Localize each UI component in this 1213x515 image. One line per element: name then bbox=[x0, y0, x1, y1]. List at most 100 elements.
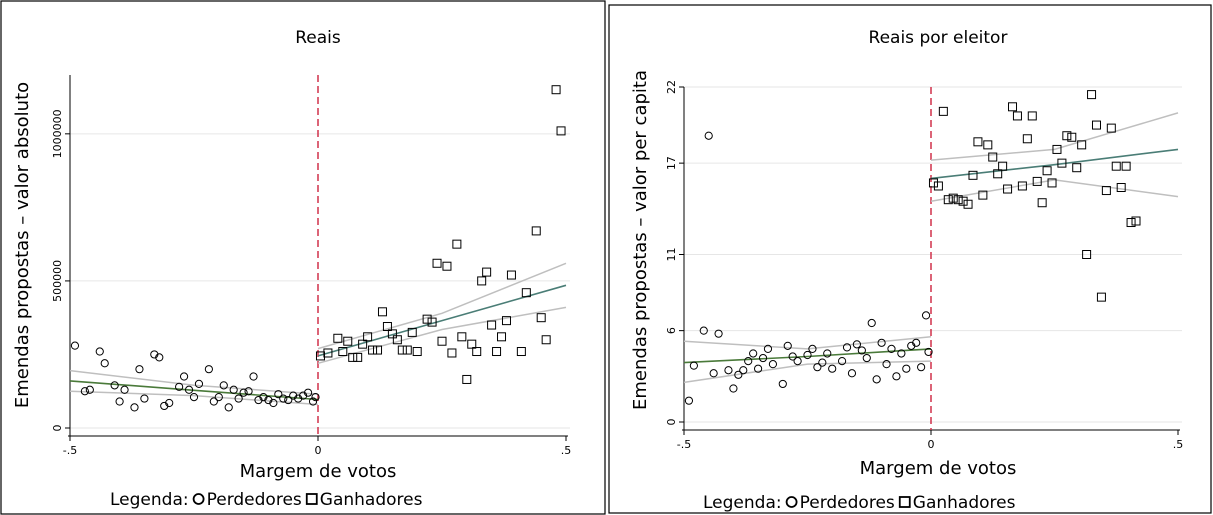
data-point-square bbox=[521, 288, 531, 298]
data-point-square bbox=[536, 313, 546, 323]
data-point-circle bbox=[130, 403, 139, 412]
data-point-square bbox=[1012, 111, 1022, 121]
data-point-circle bbox=[912, 338, 921, 347]
data-point-circle bbox=[224, 403, 233, 412]
data-point-circle bbox=[110, 381, 119, 390]
data-point-circle bbox=[828, 364, 837, 373]
data-point-square bbox=[315, 351, 325, 361]
y-tick-label: 0 bbox=[665, 419, 678, 426]
legend-square-marker bbox=[305, 493, 318, 505]
data-point-circle bbox=[229, 385, 238, 394]
data-point-square bbox=[501, 316, 511, 326]
data-point-circle bbox=[763, 344, 773, 354]
data-point-circle bbox=[85, 385, 94, 394]
y-tick-label: 6 bbox=[665, 327, 678, 334]
data-point-square bbox=[422, 314, 432, 324]
legend-circle-marker bbox=[785, 496, 798, 508]
data-point-circle bbox=[872, 375, 881, 384]
data-point-circle bbox=[921, 311, 931, 320]
data-point-circle bbox=[249, 372, 258, 381]
data-point-square bbox=[323, 348, 333, 358]
y-tick-label: 1000000 bbox=[51, 109, 64, 158]
data-point-circle bbox=[917, 363, 926, 372]
y-tick-label: 22 bbox=[665, 80, 678, 94]
data-point-square bbox=[382, 322, 392, 332]
data-point-circle bbox=[219, 381, 228, 390]
data-point-square bbox=[412, 347, 422, 357]
chart-title: Reais por eleitor bbox=[869, 28, 1008, 48]
data-point-square bbox=[363, 332, 373, 342]
legend-item-ganhadores: Ganhadores bbox=[913, 493, 1016, 513]
y-axis-title: Emendas propostas – valor per capita bbox=[630, 70, 651, 410]
data-point-square bbox=[978, 190, 988, 200]
data-point-square bbox=[983, 140, 993, 150]
data-point-square bbox=[928, 178, 938, 188]
data-point-square bbox=[968, 170, 978, 180]
legend-square-marker bbox=[898, 496, 911, 508]
data-point-square bbox=[1096, 292, 1106, 302]
ci-upper-line bbox=[930, 112, 1179, 161]
data-point-square bbox=[973, 137, 983, 147]
data-point-square bbox=[467, 339, 477, 349]
fit-line bbox=[683, 348, 932, 364]
data-point-square bbox=[988, 152, 998, 162]
data-point-circle bbox=[803, 350, 812, 360]
data-point-circle bbox=[852, 340, 861, 349]
data-point-circle bbox=[877, 338, 886, 347]
data-point-circle bbox=[239, 388, 248, 397]
data-point-square bbox=[1106, 123, 1116, 133]
data-point-circle bbox=[155, 353, 164, 362]
data-point-circle bbox=[788, 352, 797, 361]
y-tick-label: 0 bbox=[51, 425, 64, 432]
data-point-circle bbox=[95, 347, 104, 356]
data-point-square bbox=[452, 239, 462, 249]
data-point-square bbox=[1082, 250, 1092, 259]
data-point-square bbox=[477, 276, 487, 286]
data-point-circle bbox=[311, 393, 320, 402]
data-point-circle bbox=[279, 394, 288, 403]
data-point-circle bbox=[808, 344, 817, 354]
data-point-circle bbox=[689, 361, 698, 370]
data-point-square bbox=[353, 352, 363, 362]
data-point-circle bbox=[274, 390, 283, 399]
data-point-square bbox=[993, 169, 1003, 179]
data-point-square bbox=[442, 261, 452, 271]
x-tick-label: .5 bbox=[1173, 438, 1184, 451]
data-point-square bbox=[447, 348, 457, 358]
data-point-square bbox=[387, 329, 397, 339]
data-point-square bbox=[437, 336, 447, 346]
y-tick-label: 500000 bbox=[51, 260, 64, 302]
data-point-square bbox=[338, 347, 348, 357]
data-point-circle bbox=[704, 131, 713, 140]
data-point-circle bbox=[857, 346, 866, 355]
data-point-circle bbox=[749, 349, 758, 358]
x-axis-title: Margem de votos bbox=[240, 461, 397, 482]
data-point-square bbox=[368, 345, 378, 355]
data-point-square bbox=[432, 258, 442, 268]
scatter-chart-reais-por-eleitor: Reais por eleitor 0 6 11 17 22 -.5 0 .5 Margem de… bbox=[608, 4, 1212, 514]
data-point-square bbox=[333, 333, 343, 343]
panel-frame bbox=[608, 4, 1212, 514]
data-point-square bbox=[1047, 178, 1057, 188]
data-point-circle bbox=[892, 372, 901, 381]
x-tick-label: -.5 bbox=[63, 444, 77, 457]
data-point-circle bbox=[842, 343, 852, 352]
data-point-circle bbox=[120, 385, 129, 394]
data-point-square bbox=[1077, 140, 1087, 150]
x-tick-label: .5 bbox=[561, 444, 572, 457]
data-point-square bbox=[1037, 198, 1047, 208]
ci-lower-line bbox=[930, 179, 1179, 202]
data-point-circle bbox=[744, 356, 753, 366]
legend-item-perdedores: Perdedores bbox=[207, 490, 302, 510]
legend-title: Legenda: bbox=[703, 493, 782, 513]
data-point-circle bbox=[778, 379, 787, 389]
y-axis-title: Emendas propostas – valor absoluto bbox=[12, 82, 33, 408]
panel-frame bbox=[0, 0, 606, 515]
data-point-circle bbox=[729, 384, 738, 393]
ci-upper-line bbox=[683, 335, 932, 350]
data-point-circle bbox=[783, 341, 792, 350]
data-point-circle bbox=[714, 329, 723, 338]
data-point-circle bbox=[724, 366, 733, 375]
x-tick-label: 0 bbox=[928, 438, 935, 451]
data-point-circle bbox=[818, 358, 827, 367]
